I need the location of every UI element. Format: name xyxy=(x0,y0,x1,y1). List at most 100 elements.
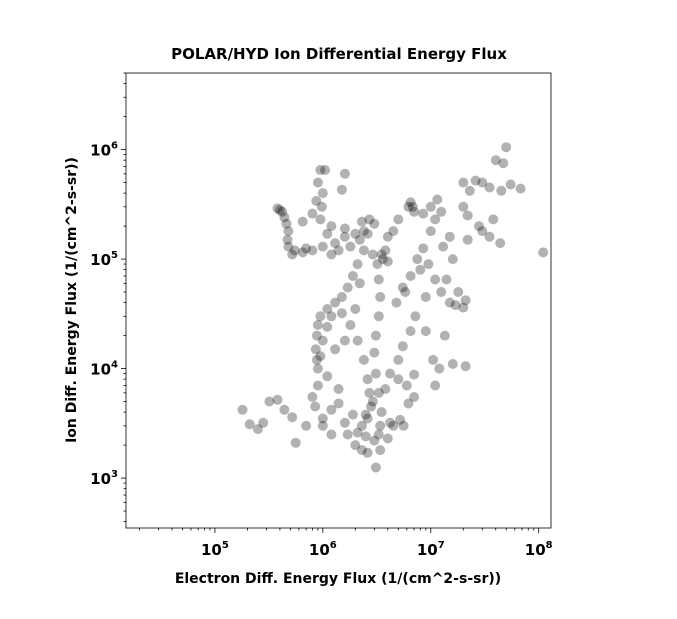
data-point xyxy=(538,247,549,258)
data-point xyxy=(350,440,361,451)
data-point xyxy=(453,287,464,297)
data-point xyxy=(326,221,337,232)
x-tick-label: 107 xyxy=(417,540,445,559)
data-point xyxy=(400,287,411,297)
minor-ticks xyxy=(123,72,535,531)
data-point xyxy=(315,311,326,322)
data-point xyxy=(312,363,323,374)
data-point xyxy=(430,380,441,391)
data-point xyxy=(358,226,369,237)
data-point xyxy=(356,216,367,227)
data-point xyxy=(322,228,333,239)
data-point xyxy=(317,413,328,424)
data-point xyxy=(311,354,322,365)
data-point xyxy=(336,184,347,195)
data-point xyxy=(370,368,381,379)
data-point xyxy=(352,427,363,438)
data-point xyxy=(274,205,285,216)
data-point xyxy=(385,368,396,379)
data-point xyxy=(430,214,441,225)
data-point xyxy=(330,297,341,308)
data-point xyxy=(339,417,350,428)
data-point xyxy=(356,445,367,456)
data-point xyxy=(362,447,373,458)
data-point xyxy=(401,380,412,391)
data-point xyxy=(333,384,344,394)
data-point xyxy=(495,238,506,249)
data-point xyxy=(393,354,404,365)
data-point xyxy=(307,208,318,219)
data-point xyxy=(515,183,526,194)
data-point xyxy=(425,226,436,237)
data-point xyxy=(283,226,294,237)
data-points xyxy=(237,142,549,473)
data-point xyxy=(375,292,386,302)
data-point xyxy=(393,374,404,385)
data-point xyxy=(297,247,308,258)
data-point xyxy=(397,282,408,293)
data-point xyxy=(317,335,328,346)
data-point xyxy=(415,264,426,275)
data-point xyxy=(317,420,328,431)
data-point xyxy=(369,347,380,358)
data-point xyxy=(409,206,420,217)
data-point xyxy=(373,429,384,440)
data-point xyxy=(460,295,471,306)
data-point xyxy=(484,182,495,193)
data-point xyxy=(376,407,387,418)
data-point xyxy=(409,392,420,402)
data-point xyxy=(375,445,386,456)
data-point xyxy=(423,259,434,270)
data-point xyxy=(496,185,507,196)
data-point xyxy=(474,221,484,232)
data-point xyxy=(436,206,447,217)
data-point xyxy=(364,214,375,225)
data-point xyxy=(372,259,383,270)
data-point xyxy=(345,241,356,252)
y-tick-label: 104 xyxy=(90,360,118,379)
data-point xyxy=(272,203,283,214)
data-point xyxy=(477,226,488,237)
data-point xyxy=(326,311,337,322)
data-point xyxy=(339,335,350,346)
data-point xyxy=(317,241,328,252)
data-point xyxy=(307,392,318,402)
y-tick-label: 106 xyxy=(90,141,118,160)
data-point xyxy=(398,420,409,431)
data-point xyxy=(330,344,341,355)
data-point xyxy=(388,420,399,431)
data-point xyxy=(307,245,318,256)
data-point xyxy=(438,241,449,252)
data-point xyxy=(316,201,327,212)
data-point xyxy=(326,429,337,440)
data-point xyxy=(397,341,408,352)
data-point xyxy=(418,243,429,254)
data-point xyxy=(336,292,347,302)
data-point xyxy=(282,234,293,245)
data-point xyxy=(339,168,350,179)
y-axis-label: Ion Diff. Energy Flux (1/(cm^2-s-sr)) xyxy=(64,157,80,443)
data-point xyxy=(354,278,365,289)
data-point xyxy=(364,387,375,398)
data-point xyxy=(362,228,373,239)
data-point xyxy=(366,401,377,412)
data-point xyxy=(395,414,406,425)
data-point xyxy=(290,437,301,448)
data-point xyxy=(333,398,344,409)
data-point xyxy=(315,214,326,225)
data-point xyxy=(432,194,443,205)
data-point xyxy=(380,245,391,256)
data-point xyxy=(352,335,363,346)
data-point xyxy=(369,435,380,446)
data-point xyxy=(418,208,429,219)
data-point xyxy=(264,396,275,407)
data-point xyxy=(458,302,469,313)
data-point xyxy=(470,175,481,186)
data-point xyxy=(439,330,450,341)
data-point xyxy=(360,409,371,420)
data-point xyxy=(342,429,353,440)
data-point xyxy=(403,201,414,212)
data-point xyxy=(362,374,373,385)
data-point xyxy=(301,243,312,254)
data-point xyxy=(444,231,455,242)
